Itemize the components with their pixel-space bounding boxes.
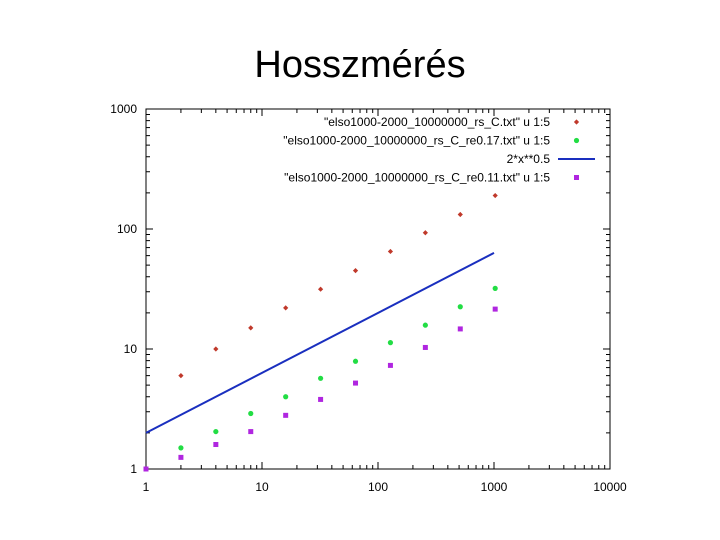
- legend-swatch: [574, 175, 579, 180]
- data-point: [248, 410, 254, 417]
- data-point: [178, 373, 184, 379]
- legend-swatch: [573, 137, 580, 144]
- data-point: [387, 248, 394, 255]
- chart-series: [143, 192, 498, 472]
- data-point: [457, 211, 463, 218]
- y-tick-label: 100: [117, 222, 137, 236]
- data-point: [317, 286, 324, 292]
- y-tick-label: 1000: [110, 102, 137, 116]
- data-point: [353, 380, 359, 386]
- data-point: [352, 358, 359, 364]
- data-point: [387, 362, 393, 368]
- x-tick-label: 1: [143, 480, 150, 494]
- data-point: [457, 304, 463, 310]
- chart-ticks: 1 10 100 1000 10000 1 10 100 1000: [110, 102, 627, 494]
- data-point: [283, 412, 289, 418]
- y-tick-label: 10: [124, 342, 138, 356]
- series-line: [145, 252, 495, 434]
- data-point: [318, 396, 324, 402]
- data-point: [492, 306, 498, 312]
- data-point: [213, 346, 219, 352]
- data-point: [283, 305, 289, 311]
- data-point: [352, 268, 359, 274]
- data-point: [387, 340, 394, 346]
- data-point: [492, 285, 498, 291]
- series-1: [178, 192, 498, 379]
- data-point: [213, 428, 219, 435]
- series-4: [143, 306, 498, 472]
- legend-label: "elso1000-2000_10000000_rs_C_re0.17.txt"…: [283, 134, 550, 148]
- legend-label: "elso1000-2000_10000000_rs_C_re0.11.txt"…: [284, 171, 550, 185]
- legend-label: "elso1000-2000_10000000_rs_C.txt" u 1:5: [324, 115, 550, 129]
- data-point: [422, 230, 428, 236]
- data-point: [492, 192, 498, 199]
- data-point: [178, 445, 184, 451]
- x-tick-label: 10000: [593, 480, 627, 494]
- x-tick-label: 100: [368, 480, 388, 494]
- data-point: [317, 375, 324, 381]
- series-2: [178, 285, 498, 451]
- chart-legend: "elso1000-2000_10000000_rs_C.txt" u 1:5 "…: [283, 115, 595, 185]
- data-point: [248, 325, 254, 331]
- data-point: [422, 344, 428, 350]
- data-point: [457, 326, 463, 332]
- x-tick-label: 1000: [481, 480, 508, 494]
- data-point: [248, 429, 254, 435]
- data-point: [283, 394, 289, 400]
- x-tick-label: 10: [255, 480, 269, 494]
- legend-swatch: [573, 119, 580, 125]
- legend-label: 2*x**0.5: [507, 152, 551, 166]
- data-point: [422, 322, 428, 328]
- data-point: [213, 442, 219, 448]
- slide-title: Hosszmérés: [254, 44, 466, 86]
- data-point: [143, 466, 149, 472]
- series-3: [145, 252, 495, 434]
- data-point: [178, 454, 184, 460]
- y-tick-label: 1: [130, 462, 137, 476]
